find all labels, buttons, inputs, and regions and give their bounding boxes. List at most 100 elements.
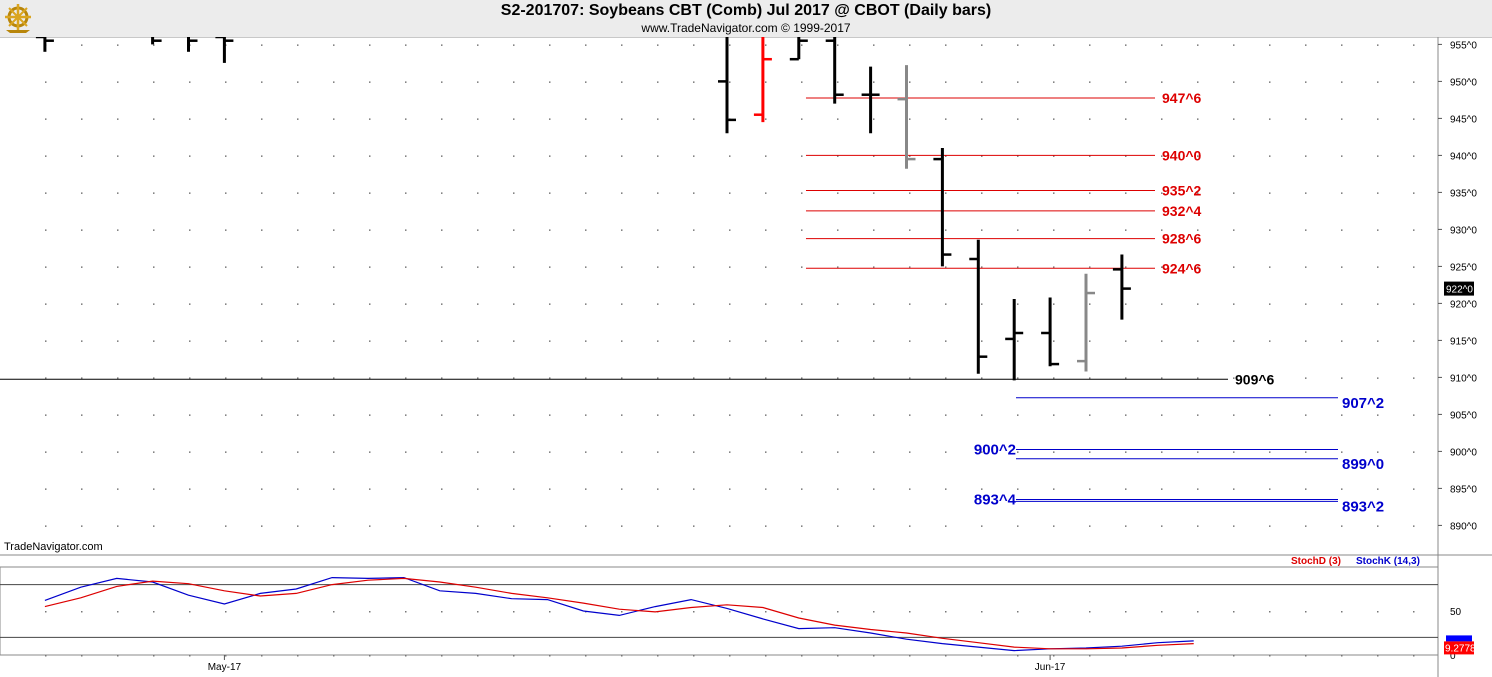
grid-dot: [369, 118, 371, 120]
grid-dot: [1197, 451, 1199, 453]
grid-dot: [153, 488, 155, 490]
grid-dot: [1053, 414, 1055, 416]
grid-dot: [1053, 340, 1055, 342]
grid-dot: [549, 155, 551, 157]
grid-dot: [909, 525, 911, 527]
grid-dot: [1089, 303, 1091, 305]
grid-dot: [1053, 266, 1055, 268]
grid-dot: [81, 229, 83, 231]
grid-dot: [837, 118, 839, 120]
grid-dot: [981, 451, 983, 453]
grid-dot: [1377, 118, 1379, 120]
grid-dot: [1269, 266, 1271, 268]
grid-dot: [1161, 655, 1163, 657]
grid-dot: [1377, 340, 1379, 342]
grid-dot: [1305, 192, 1307, 194]
grid-dot: [657, 81, 659, 83]
grid-dot: [909, 266, 911, 268]
grid-dot: [117, 155, 119, 157]
grid-dot: [477, 377, 479, 379]
y-tick-label: 945^0: [1450, 114, 1477, 125]
grid-dot: [729, 451, 731, 453]
grid-dot: [1269, 655, 1271, 657]
grid-dot: [117, 377, 119, 379]
grid-dot: [1305, 488, 1307, 490]
grid-dot: [1197, 155, 1199, 157]
grid-dot: [765, 655, 767, 657]
grid-dot: [693, 525, 695, 527]
grid-dot: [909, 81, 911, 83]
y-tick-label: 955^0: [1450, 40, 1477, 51]
grid-dot: [477, 340, 479, 342]
grid-dot: [1377, 303, 1379, 305]
grid-dot: [81, 655, 83, 657]
grid-dot: [621, 155, 623, 157]
grid-dot: [513, 451, 515, 453]
resistance-label: 928^6: [1162, 231, 1202, 247]
grid-dot: [1161, 414, 1163, 416]
grid-dot: [981, 229, 983, 231]
legend-stoch-d: StochD (3): [1291, 556, 1341, 567]
grid-dot: [1125, 414, 1127, 416]
grid-dot: [1377, 192, 1379, 194]
grid-dot: [1413, 451, 1415, 453]
grid-dot: [657, 340, 659, 342]
grid-dot: [1053, 81, 1055, 83]
grid-dot: [333, 611, 335, 613]
grid-dot: [441, 118, 443, 120]
grid-dot: [189, 525, 191, 527]
title-bar: S2-201707: Soybeans CBT (Comb) Jul 2017 …: [0, 0, 1492, 38]
grid-dot: [81, 155, 83, 157]
grid-dot: [1125, 266, 1127, 268]
grid-dot: [1089, 525, 1091, 527]
grid-dot: [1269, 155, 1271, 157]
grid-dot: [1089, 229, 1091, 231]
grid-dot: [1125, 655, 1127, 657]
grid-dot: [369, 303, 371, 305]
support-label: 893^2: [1342, 498, 1384, 515]
grid-dot: [45, 266, 47, 268]
grid-dot: [585, 118, 587, 120]
grid-dot: [1305, 266, 1307, 268]
y-tick-label: 910^0: [1450, 373, 1477, 384]
grid-dot: [513, 118, 515, 120]
grid-dot: [1053, 451, 1055, 453]
grid-dot: [729, 192, 731, 194]
grid-dot: [261, 488, 263, 490]
ship-wheel-logo-icon[interactable]: [2, 2, 34, 34]
grid-dot: [657, 655, 659, 657]
grid-dot: [1017, 155, 1019, 157]
grid-dot: [45, 377, 47, 379]
grid-dot: [945, 377, 947, 379]
y-tick-label: 940^0: [1450, 151, 1477, 162]
grid-dot: [153, 451, 155, 453]
grid-dot: [333, 192, 335, 194]
grid-dot: [585, 192, 587, 194]
grid-dot: [297, 611, 299, 613]
grid-dot: [261, 118, 263, 120]
grid-dot: [1089, 488, 1091, 490]
grid-dot: [945, 229, 947, 231]
grid-dot: [1197, 266, 1199, 268]
grid-dot: [549, 192, 551, 194]
grid-dot: [1089, 377, 1091, 379]
grid-dot: [837, 44, 839, 46]
grid-dot: [837, 303, 839, 305]
grid-dot: [1269, 81, 1271, 83]
grid-dot: [801, 229, 803, 231]
grid-dot: [189, 340, 191, 342]
grid-dot: [225, 488, 227, 490]
grid-dot: [297, 451, 299, 453]
grid-dot: [765, 229, 767, 231]
grid-dot: [405, 377, 407, 379]
grid-dot: [1341, 118, 1343, 120]
grid-dot: [693, 266, 695, 268]
grid-dot: [1197, 44, 1199, 46]
grid-dot: [693, 44, 695, 46]
grid-dot: [801, 81, 803, 83]
grid-dot: [1161, 451, 1163, 453]
support-label: 900^2: [974, 442, 1016, 459]
grid-dot: [981, 340, 983, 342]
grid-dot: [837, 266, 839, 268]
